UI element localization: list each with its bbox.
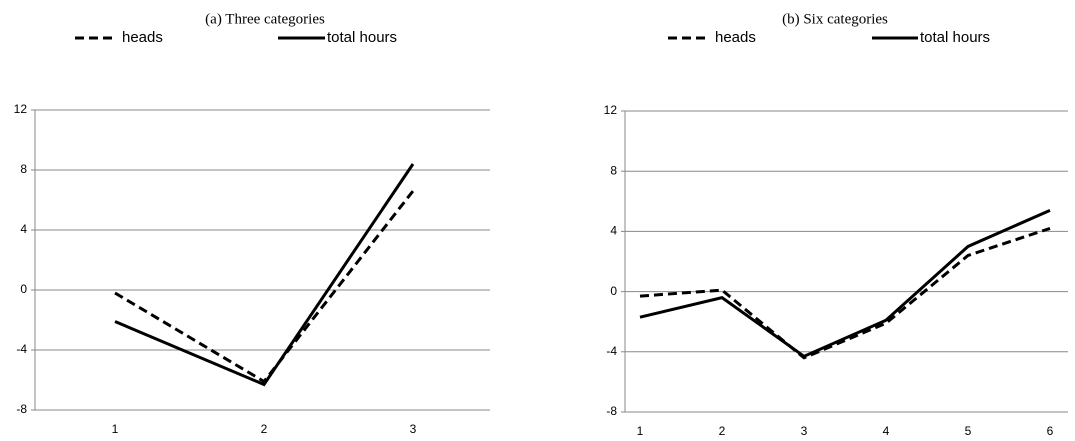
x-tick-label: 1: [637, 424, 644, 438]
line-series: [639, 208, 1051, 359]
line-series: [114, 190, 415, 384]
x-tick-label: 4: [883, 424, 890, 438]
y-tick-label: 4: [610, 224, 617, 238]
y-tick-label: 8: [20, 162, 27, 176]
x-tick-label: 2: [719, 424, 726, 438]
y-tick-label: -4: [16, 342, 27, 356]
y-tick-label: 0: [20, 282, 27, 296]
x-tick-label: 3: [801, 424, 808, 438]
y-tick-label: -4: [606, 344, 617, 358]
chart-title: (b) Six categories: [782, 11, 888, 27]
x-tick-label: 3: [410, 422, 417, 436]
y-tick-label: 8: [610, 163, 617, 177]
line-series: [114, 163, 415, 387]
chart-title: (a) Three categories: [205, 11, 325, 27]
y-tick-label: 0: [610, 284, 617, 298]
line-series: [639, 226, 1051, 360]
x-tick-label: 5: [965, 424, 972, 438]
legend-label: heads: [715, 29, 756, 46]
y-tick-label: -8: [606, 404, 617, 418]
legend-label: total hours: [327, 29, 397, 46]
y-tick-label: -8: [16, 402, 27, 416]
y-tick-label: 12: [14, 102, 28, 116]
y-tick-label: 12: [604, 103, 618, 117]
x-tick-label: 1: [112, 422, 119, 436]
legend-label: total hours: [920, 29, 990, 46]
y-tick-label: 4: [20, 222, 27, 236]
x-tick-label: 6: [1047, 424, 1054, 438]
x-tick-label: 2: [261, 422, 268, 436]
legend-label: heads: [122, 29, 163, 46]
